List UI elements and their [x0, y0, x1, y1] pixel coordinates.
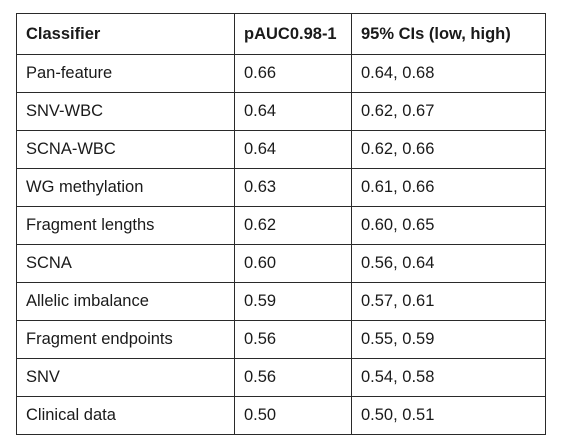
- table-row: SNV-WBC 0.64 0.62, 0.67: [16, 92, 546, 131]
- classifier-table: Classifier pAUC0.98-1 95% CIs (low, high…: [16, 13, 546, 435]
- cell-ci: 0.54, 0.58: [351, 358, 546, 397]
- header-confidence-intervals: 95% CIs (low, high): [351, 13, 546, 55]
- table-row: SCNA-WBC 0.64 0.62, 0.66: [16, 130, 546, 169]
- table-row: Fragment endpoints 0.56 0.55, 0.59: [16, 320, 546, 359]
- cell-ci: 0.61, 0.66: [351, 168, 546, 207]
- classifier-table-container: Classifier pAUC0.98-1 95% CIs (low, high…: [16, 13, 546, 435]
- cell-ci: 0.62, 0.67: [351, 92, 546, 131]
- cell-classifier: Fragment lengths: [16, 206, 235, 245]
- cell-pauc: 0.56: [234, 358, 352, 397]
- cell-classifier: SNV-WBC: [16, 92, 235, 131]
- cell-pauc: 0.66: [234, 54, 352, 93]
- cell-pauc: 0.63: [234, 168, 352, 207]
- cell-classifier: Allelic imbalance: [16, 282, 235, 321]
- cell-pauc: 0.60: [234, 244, 352, 283]
- table-row: Clinical data 0.50 0.50, 0.51: [16, 396, 546, 435]
- cell-ci: 0.64, 0.68: [351, 54, 546, 93]
- cell-classifier: SCNA: [16, 244, 235, 283]
- cell-pauc: 0.62: [234, 206, 352, 245]
- table-header-row: Classifier pAUC0.98-1 95% CIs (low, high…: [16, 13, 546, 55]
- table-row: Pan-feature 0.66 0.64, 0.68: [16, 54, 546, 93]
- cell-pauc: 0.50: [234, 396, 352, 435]
- cell-classifier: SCNA-WBC: [16, 130, 235, 169]
- cell-ci: 0.56, 0.64: [351, 244, 546, 283]
- table-row: WG methylation 0.63 0.61, 0.66: [16, 168, 546, 207]
- cell-ci: 0.57, 0.61: [351, 282, 546, 321]
- table-row: Allelic imbalance 0.59 0.57, 0.61: [16, 282, 546, 321]
- table-row: SCNA 0.60 0.56, 0.64: [16, 244, 546, 283]
- header-pauc: pAUC0.98-1: [234, 13, 352, 55]
- cell-classifier: SNV: [16, 358, 235, 397]
- cell-ci: 0.60, 0.65: [351, 206, 546, 245]
- cell-classifier: Fragment endpoints: [16, 320, 235, 359]
- cell-ci: 0.62, 0.66: [351, 130, 546, 169]
- cell-ci: 0.55, 0.59: [351, 320, 546, 359]
- table-row: Fragment lengths 0.62 0.60, 0.65: [16, 206, 546, 245]
- header-classifier: Classifier: [16, 13, 235, 55]
- cell-ci: 0.50, 0.51: [351, 396, 546, 435]
- cell-pauc: 0.64: [234, 92, 352, 131]
- cell-pauc: 0.56: [234, 320, 352, 359]
- cell-pauc: 0.59: [234, 282, 352, 321]
- cell-classifier: Pan-feature: [16, 54, 235, 93]
- cell-classifier: Clinical data: [16, 396, 235, 435]
- table-row: SNV 0.56 0.54, 0.58: [16, 358, 546, 397]
- cell-classifier: WG methylation: [16, 168, 235, 207]
- cell-pauc: 0.64: [234, 130, 352, 169]
